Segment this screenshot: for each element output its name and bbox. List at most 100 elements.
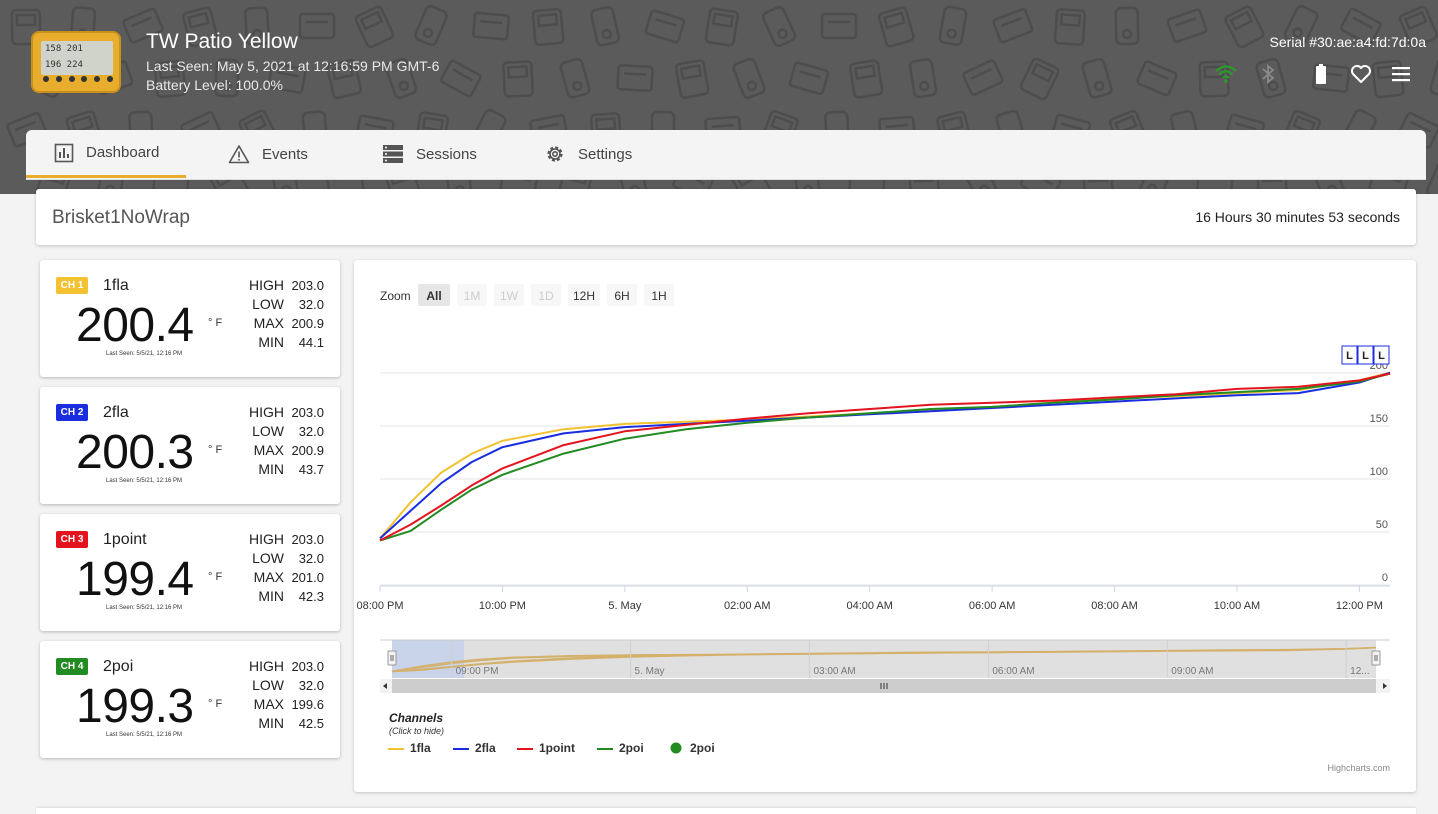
legend-item-1point[interactable]: 1point — [517, 741, 575, 755]
channel-card[interactable]: CH 3 1point 199.4 ° F Last Seen: 5/5/21,… — [40, 514, 340, 631]
pattern-device-icon — [1398, 5, 1438, 49]
legend-item-2poi[interactable]: 2poi — [670, 741, 715, 755]
stat-high-value: 203.0 — [291, 405, 324, 420]
channel-card[interactable]: CH 4 2poi 199.3 ° F Last Seen: 5/5/21, 1… — [40, 641, 340, 758]
zoom-button-6h[interactable]: 6H — [607, 284, 637, 306]
pattern-device-icon — [908, 58, 938, 99]
pattern-shape — [761, 5, 797, 47]
temperature-unit: ° F — [208, 444, 223, 456]
pattern-shape — [1429, 57, 1438, 99]
pattern-shape — [1311, 63, 1351, 93]
device-thumb-buttons — [43, 76, 113, 84]
stat-label: HIGH — [249, 658, 284, 674]
flag-box — [1341, 345, 1358, 365]
stat-low-value: 32.0 — [298, 424, 324, 439]
flag-label: L — [1378, 350, 1385, 362]
pattern-device-icon — [1429, 57, 1438, 99]
pattern-shape — [1147, 69, 1170, 81]
stat-high-value: 203.0 — [291, 278, 324, 293]
bluetooth-icon[interactable] — [1256, 62, 1280, 86]
navigator-handle-left[interactable] — [387, 650, 397, 666]
flag-marker[interactable]: L — [1341, 345, 1358, 365]
stat-label: HIGH — [249, 531, 284, 547]
pattern-shape — [644, 9, 686, 44]
tab-sessions[interactable]: Sessions — [382, 130, 477, 178]
pattern-shape — [181, 6, 219, 48]
series-line-2poi[interactable] — [379, 372, 1391, 542]
series-line-1point[interactable] — [379, 372, 1391, 542]
highcharts-credits[interactable]: Highcharts.com — [1327, 763, 1390, 773]
zoom-button-label: 12H — [573, 289, 595, 303]
pattern-shape — [571, 80, 583, 92]
pattern-shape — [711, 12, 735, 28]
pattern-device-icon — [1081, 57, 1113, 99]
legend-item-1fla[interactable]: 1fla — [388, 741, 431, 755]
tab-dashboard[interactable]: Dashboard — [26, 130, 186, 178]
zoom-button-1h[interactable]: 1H — [644, 284, 674, 306]
stat-label: MAX — [253, 315, 284, 331]
stat-label: MAX — [253, 442, 284, 458]
pattern-shape — [298, 12, 336, 40]
navigator-handle-right[interactable] — [1371, 650, 1381, 666]
pattern-shape — [777, 28, 788, 39]
pattern-shape — [590, 5, 621, 47]
stat-label: HIGH — [249, 277, 284, 293]
navigator-tick-label: 06:00 AM — [992, 666, 1034, 677]
pattern-shape — [502, 60, 534, 98]
pattern-shape — [214, 58, 240, 98]
series-line-1fla[interactable] — [379, 371, 1391, 540]
zoom-button-all[interactable]: All — [418, 284, 450, 306]
stat-label: MAX — [253, 569, 284, 585]
tab-events[interactable]: Events — [228, 130, 308, 178]
last-seen: Last Seen: May 5, 2021 at 12:16:59 PM GM… — [146, 58, 440, 74]
pattern-shape — [770, 114, 794, 134]
pattern-shape — [1398, 5, 1438, 49]
flag-marker[interactable]: L — [1357, 345, 1374, 365]
handle-grip — [387, 650, 397, 666]
pattern-shape — [908, 58, 938, 99]
zoom-button-label: All — [426, 289, 441, 303]
pattern-shape — [1376, 64, 1399, 80]
stat-max-value: 200.9 — [291, 316, 324, 331]
legend-item-2fla[interactable]: 2fla — [453, 741, 496, 755]
stat-max-value: 199.6 — [291, 697, 324, 712]
device-thumb-screen: 158 201 196 224 — [41, 41, 113, 75]
pattern-shape — [243, 114, 268, 135]
menu-icon[interactable] — [1389, 62, 1413, 86]
stat-min-value: 43.7 — [298, 462, 324, 477]
pattern-device-icon — [214, 58, 240, 98]
y-tick-label: 150 — [1370, 413, 1388, 425]
pattern-shape — [938, 5, 968, 46]
pattern-shape — [472, 11, 510, 41]
zoom-label: Zoom — [380, 289, 411, 303]
stat-min-value: 42.5 — [298, 716, 324, 731]
tab-bar: Dashboard Events Sessions Settings — [26, 130, 1426, 180]
pattern-device-icon — [1136, 60, 1178, 97]
pattern-shape — [732, 57, 766, 99]
pattern-device-icon — [590, 5, 621, 47]
zoom-button-label: 1D — [538, 289, 554, 303]
flag-marker[interactable]: L — [1373, 345, 1390, 365]
pattern-shape — [531, 7, 565, 47]
tab-settings[interactable]: Settings — [544, 130, 632, 178]
thumb-line: 158 201 — [45, 44, 83, 54]
pattern-shape — [624, 72, 647, 76]
channel-card[interactable]: CH 2 2fla 200.3 ° F Last Seen: 5/5/21, 1… — [40, 387, 340, 504]
stat-max-value: 201.0 — [291, 570, 324, 585]
heart-icon[interactable] — [1349, 62, 1373, 86]
navigator-tick-label: 09:00 PM — [456, 666, 499, 677]
channel-last-seen: Last Seen: 5/5/21, 12:16 PM — [106, 478, 183, 484]
pattern-device-icon — [153, 59, 187, 99]
pattern-shape — [537, 122, 560, 130]
zoom-button-12h[interactable]: 12H — [568, 284, 600, 306]
legend-item-2poi[interactable]: 2poi — [597, 741, 644, 755]
device-thumbnail: 158 201 196 224 — [31, 31, 121, 93]
temperature-unit: ° F — [208, 698, 223, 710]
zoom-button-bg — [568, 284, 600, 306]
stat-label: LOW — [252, 550, 284, 566]
channel-card[interactable]: CH 1 1fla 200.4 ° F Last Seen: 5/5/21, 1… — [40, 260, 340, 377]
navigator-scrollbar[interactable] — [380, 679, 1390, 693]
wifi-icon[interactable] — [1214, 62, 1238, 86]
series-line-2fla[interactable] — [379, 371, 1391, 540]
